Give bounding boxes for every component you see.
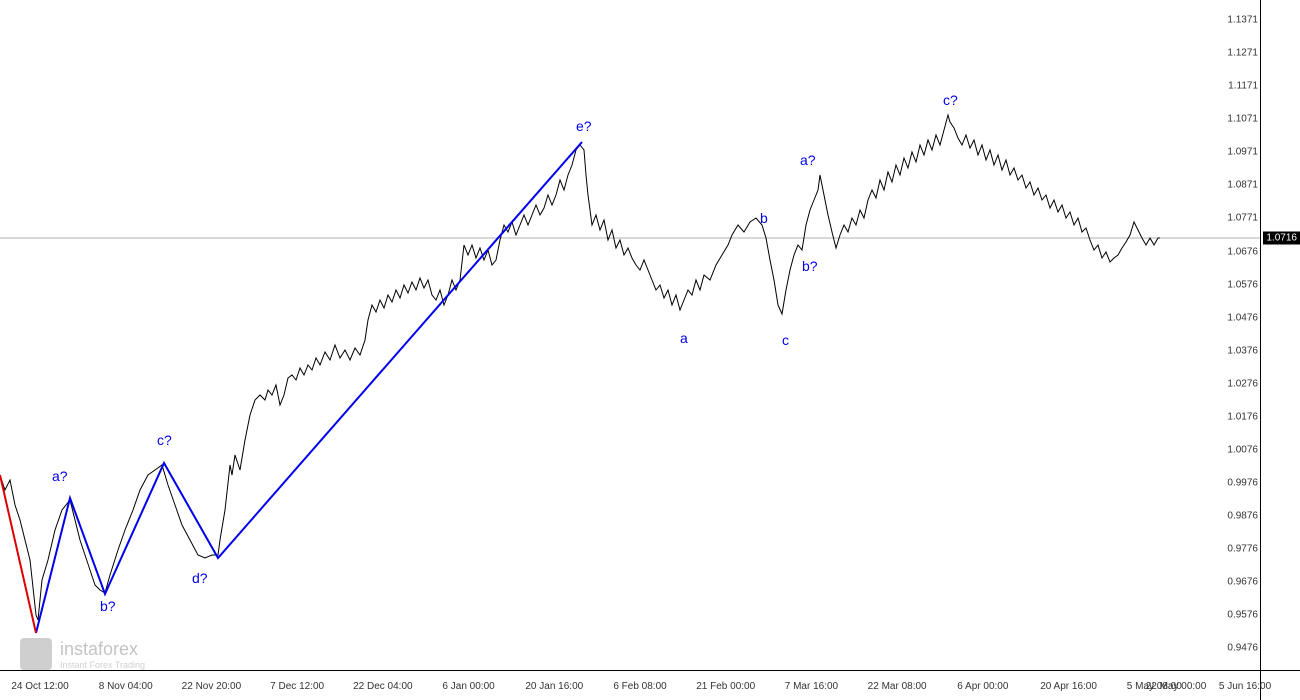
x-tick-label: 20 Jan 16:00: [525, 681, 583, 692]
y-tick-label: 1.0376: [1227, 346, 1258, 357]
wave-line: [36, 142, 582, 633]
y-tick-label: 1.0176: [1227, 412, 1258, 423]
y-tick-label: 1.0676: [1227, 247, 1258, 258]
x-tick-label: 22 May 00:00: [1146, 681, 1207, 692]
wave-label: c?: [943, 92, 958, 108]
x-tick-label: 5 Jun 16:00: [1219, 681, 1271, 692]
y-tick-label: 0.9876: [1227, 511, 1258, 522]
y-tick-label: 0.9476: [1227, 643, 1258, 654]
y-tick-label: 1.0076: [1227, 445, 1258, 456]
x-tick-label: 22 Nov 20:00: [182, 681, 242, 692]
wave-label: c?: [157, 432, 172, 448]
x-tick-label: 6 Feb 08:00: [613, 681, 666, 692]
y-tick-label: 0.9576: [1227, 610, 1258, 621]
wave-label: e?: [576, 118, 592, 134]
y-tick-label: 0.9776: [1227, 544, 1258, 555]
x-tick-label: 20 Apr 16:00: [1040, 681, 1097, 692]
wave-label: a?: [52, 468, 68, 484]
y-tick-label: 0.9976: [1227, 478, 1258, 489]
watermark: instaforex Instant Forex Trading: [20, 638, 145, 670]
y-tick-label: 1.1371: [1227, 15, 1258, 26]
chart-svg: [0, 0, 1260, 660]
x-tick-label: 8 Nov 04:00: [99, 681, 153, 692]
x-tick-label: 6 Jan 00:00: [442, 681, 494, 692]
y-tick-label: 1.0576: [1227, 280, 1258, 291]
y-axis: 1.0716: [1260, 0, 1300, 700]
y-tick-label: 1.0476: [1227, 313, 1258, 324]
wave-label: b: [760, 210, 768, 226]
y-tick-label: 1.1271: [1227, 48, 1258, 59]
wave-label: a?: [800, 152, 816, 168]
watermark-logo-icon: [20, 638, 52, 670]
y-tick-label: 1.0971: [1227, 147, 1258, 158]
wave-label: a: [680, 330, 688, 346]
y-tick-label: 1.0871: [1227, 180, 1258, 191]
current-price-box: 1.0716: [1263, 232, 1300, 245]
x-tick-label: 7 Dec 12:00: [270, 681, 324, 692]
price-line: [0, 115, 1160, 620]
current-price-value: 1.0716: [1266, 233, 1297, 244]
wave-label: d?: [192, 570, 208, 586]
wave-label: c: [782, 332, 789, 348]
wave-line: [0, 475, 36, 633]
x-tick-label: 7 Mar 16:00: [785, 681, 838, 692]
y-tick-label: 1.0771: [1227, 213, 1258, 224]
y-tick-label: 1.1171: [1228, 81, 1258, 92]
y-tick-label: 1.1071: [1227, 114, 1258, 125]
x-tick-label: 6 Apr 00:00: [957, 681, 1008, 692]
watermark-brand: instaforex: [60, 639, 145, 660]
y-tick-label: 1.0276: [1227, 379, 1258, 390]
x-tick-label: 22 Mar 08:00: [868, 681, 927, 692]
x-tick-label: 21 Feb 00:00: [696, 681, 755, 692]
wave-lines-group: [0, 142, 582, 633]
chart-area: a? b? c? d? e? a b c a? b? c?: [0, 0, 1260, 660]
wave-label: b?: [802, 258, 818, 274]
x-tick-label: 22 Dec 04:00: [353, 681, 413, 692]
wave-label: b?: [100, 598, 116, 614]
x-axis: 24 Oct 12:00 8 Nov 04:00 22 Nov 20:00 7 Dec…: [0, 670, 1300, 700]
x-tick-label: 24 Oct 12:00: [11, 681, 68, 692]
watermark-subtitle: Instant Forex Trading: [60, 660, 145, 670]
y-tick-label: 0.9676: [1227, 577, 1258, 588]
